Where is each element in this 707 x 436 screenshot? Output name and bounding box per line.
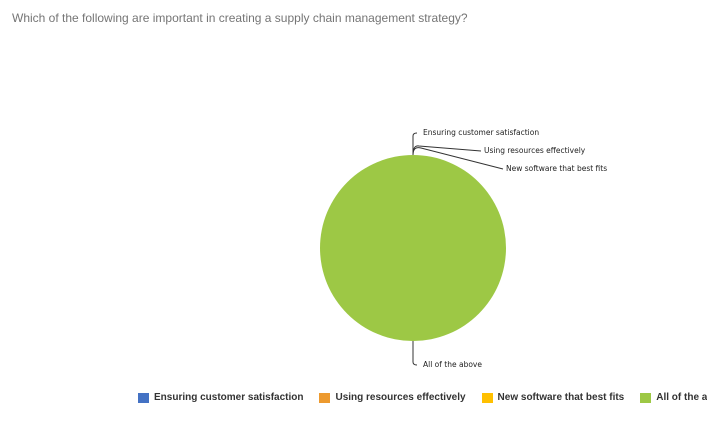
data-label-all-of-the-above: All of the above	[423, 360, 482, 369]
leader-line-using-resources-effectively	[412, 145, 482, 156]
legend-label: All of the above	[656, 392, 707, 403]
legend-item-using-resources-effectively[interactable]: Using resources effectively	[319, 392, 466, 403]
legend-swatch	[640, 392, 652, 403]
data-label-new-software-that-best-fits: New software that best fits	[506, 164, 607, 173]
pie-slices	[320, 155, 506, 341]
legend-swatch	[481, 392, 493, 403]
leader-line-all-of-the-above	[412, 341, 418, 366]
legend-label: Ensuring customer satisfaction	[154, 392, 304, 403]
legend-label: Using resources effectively	[335, 392, 466, 403]
question-text: Which of the following are important in …	[12, 11, 468, 25]
pie-leader-lines	[412, 132, 504, 366]
data-label-ensuring-customer-satisfaction: Ensuring customer satisfaction	[423, 128, 539, 137]
legend-item-ensuring-customer-satisfaction[interactable]: Ensuring customer satisfaction	[138, 392, 303, 403]
legend-label: New software that best fits	[497, 392, 625, 403]
legend-item-new-software-that-best-fits[interactable]: New software that best fits	[481, 392, 625, 403]
pie-data-labels: Ensuring customer satisfaction Using reso…	[423, 128, 607, 369]
legend-swatch	[138, 392, 149, 403]
legend-item-all-of-the-above[interactable]: All of the above	[640, 392, 707, 403]
leader-line-ensuring-customer-satisfaction	[412, 132, 418, 155]
legend-swatch	[319, 392, 331, 403]
data-label-using-resources-effectively: Using resources effectively	[484, 146, 586, 155]
chart-legend: Ensuring customer satisfaction Using res…	[138, 392, 707, 403]
pie-slice-all-of-the-above[interactable]	[320, 155, 506, 341]
leader-line-new-software-that-best-fits	[412, 147, 504, 170]
